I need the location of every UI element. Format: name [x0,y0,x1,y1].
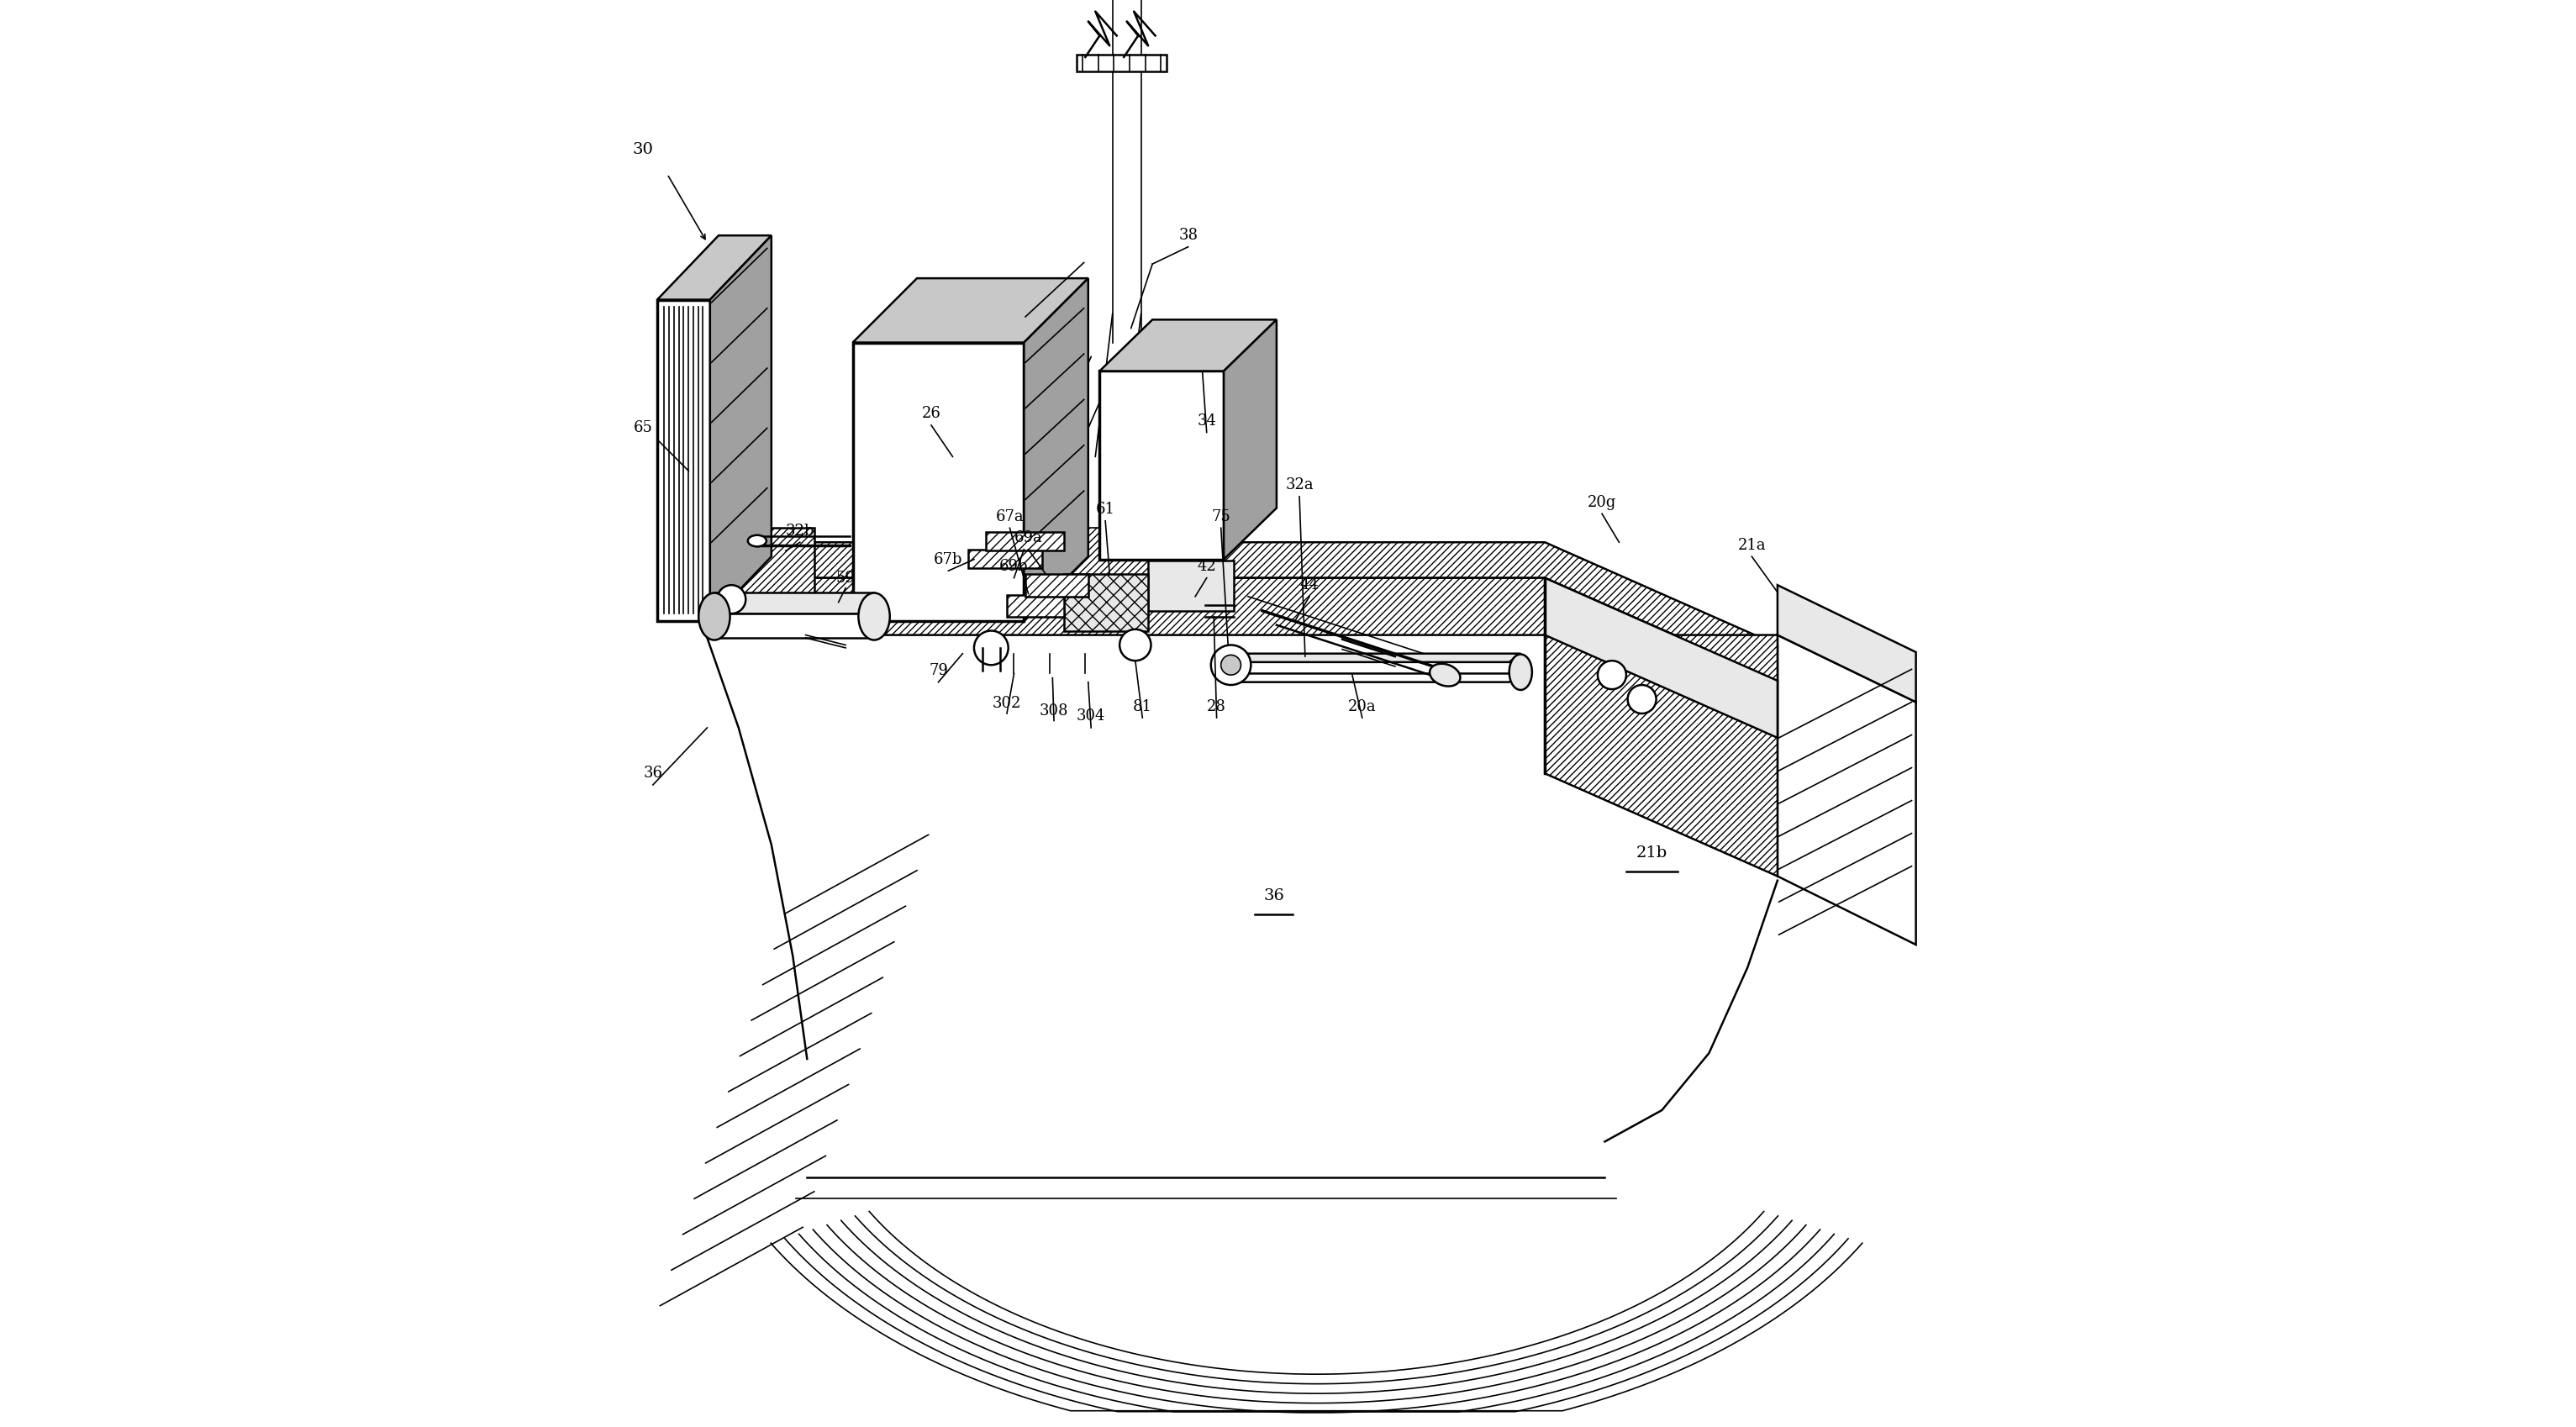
Polygon shape [708,542,1777,681]
Text: 38: 38 [1177,228,1198,243]
Polygon shape [853,342,1025,621]
Text: 308: 308 [1041,704,1069,718]
Polygon shape [1025,574,1087,596]
Text: 32b: 32b [786,524,814,538]
Polygon shape [657,235,770,300]
Polygon shape [987,528,1224,588]
Text: 26: 26 [922,407,940,421]
Text: 59: 59 [837,571,855,585]
Text: 34: 34 [1198,414,1216,428]
Circle shape [1628,685,1656,714]
Text: 21b: 21b [1636,846,1667,860]
Text: 44: 44 [1301,578,1319,592]
Polygon shape [969,549,1043,568]
Polygon shape [1236,654,1520,662]
Polygon shape [853,278,1087,342]
Text: 42: 42 [1198,559,1216,574]
Text: 20g: 20g [1587,495,1615,509]
Circle shape [1211,645,1252,685]
Text: 67a: 67a [994,509,1023,524]
Polygon shape [1777,635,1917,945]
Polygon shape [1236,674,1520,682]
Polygon shape [708,578,1777,738]
Circle shape [716,585,744,614]
Text: 36: 36 [1262,889,1285,903]
Polygon shape [711,235,770,621]
Polygon shape [1777,585,1917,702]
Polygon shape [1077,54,1167,71]
Circle shape [1221,655,1242,675]
Polygon shape [1100,371,1224,559]
Text: 30: 30 [634,143,654,157]
Text: 302: 302 [992,696,1020,711]
Ellipse shape [858,594,889,641]
Text: 69a: 69a [1015,531,1043,545]
Polygon shape [657,300,711,621]
Text: 36: 36 [644,766,662,781]
Text: 67b: 67b [935,552,963,567]
Polygon shape [1149,561,1234,611]
Polygon shape [714,614,873,638]
Circle shape [1121,629,1151,661]
Polygon shape [1064,574,1149,631]
Ellipse shape [1430,664,1461,686]
Text: 28: 28 [1208,699,1226,714]
Ellipse shape [747,535,768,547]
Polygon shape [1100,320,1278,371]
Polygon shape [1546,578,1777,738]
Polygon shape [1224,320,1278,559]
Polygon shape [1007,595,1064,616]
Polygon shape [708,528,814,635]
Ellipse shape [1510,654,1533,691]
Polygon shape [714,592,873,614]
Text: 79: 79 [930,664,948,678]
Text: 75: 75 [1211,509,1231,524]
Polygon shape [1546,635,1777,876]
Text: 304: 304 [1077,709,1105,723]
Ellipse shape [698,594,729,641]
Text: 61: 61 [1095,502,1115,517]
Circle shape [1597,661,1625,689]
Circle shape [974,631,1007,665]
Text: 21a: 21a [1739,538,1767,552]
Text: 69b: 69b [999,559,1028,574]
Text: 20a: 20a [1347,699,1376,714]
Polygon shape [987,532,1064,551]
Text: 65: 65 [634,421,652,435]
Text: 32a: 32a [1285,478,1314,492]
Text: 81: 81 [1133,699,1151,714]
Polygon shape [1025,278,1087,621]
